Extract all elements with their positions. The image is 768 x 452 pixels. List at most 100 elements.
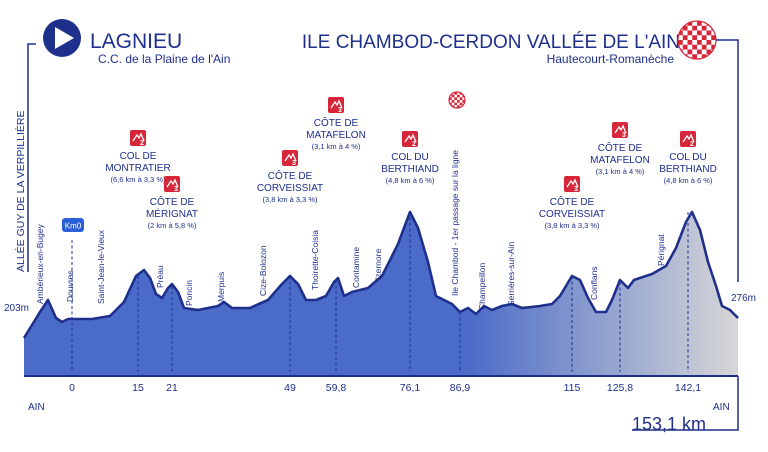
climb-name-line2: MONTRATIER [105,163,170,174]
start-header: LAGNIEU C.C. de la Plaine de l'Ain [43,19,230,66]
climb-category-icon [402,131,418,147]
climb-category: 2 [140,140,144,147]
flag-cell [692,25,697,31]
climb-name-line1: CÔTE DE [550,195,595,208]
flag-cell [697,21,702,26]
start-side-label: ALLÉE GUY DE LA VERPILLIÈRE [14,111,27,272]
flag-cell [701,44,707,50]
flag-cell [692,54,697,59]
climb-category: 3 [622,132,626,139]
flag-cell [701,25,707,31]
climb-category-icon [130,130,146,146]
climb-category-icon [164,176,180,192]
place-label: Cize-Bolozon [258,245,268,296]
place-label: Ambérieux-en-Bugey [35,223,45,304]
place-label: Izernore [373,249,383,280]
mountain-icon [166,178,179,188]
climb-name-line2: BERTHIAND [659,164,717,175]
flag-cell [711,35,716,40]
flag-cell [678,40,683,45]
km-mark-label: 49 [284,382,296,394]
flag-cell [451,94,455,98]
climb-category: 3 [338,107,342,114]
flag-cell [449,97,452,100]
mountain-icon [284,152,297,162]
total-distance: 153,1 km [632,414,706,434]
climb-detail: (4,8 km à 6 %) [386,176,435,185]
passage-checkered-icon [448,91,466,109]
place-label: Saint-Jean-le-Vieux [96,229,106,304]
climb-category-icon [282,150,298,166]
flag-cell [459,97,463,100]
finish-checkered-icon [677,20,717,60]
climb-name-line2: MATAFELON [590,155,650,166]
dept-right: AIN [713,402,730,413]
km-mark-label: 15 [132,382,144,394]
climb-category-icon [564,176,580,192]
flag-cell [462,100,465,103]
flag-cell [451,100,455,103]
place-label: Conflans [589,266,599,300]
flag-cell [457,105,460,108]
km0-badge-box [62,218,84,232]
climb-category: 3 [292,160,296,167]
mountain-icon [614,124,627,134]
distance-bracket [632,376,739,431]
climb-name-line2: MATAFELON [306,130,366,141]
flag-cell [687,40,693,45]
climb-name-line2: MÉRIGNAT [146,207,198,220]
km-mark-label: 21 [166,382,178,394]
climb-name-line1: CÔTE DE [268,169,313,182]
climb-category: 3 [574,186,578,193]
climb-name-line1: COL DU [391,152,428,163]
flag-cell [682,25,688,31]
climb-name-line1: CÔTE DE [150,195,195,208]
km-mark-label: 76,1 [400,382,421,394]
km-mark-label: 125,8 [607,382,633,394]
climb-category: 2 [412,141,416,148]
flag-cell [711,54,716,59]
flag-cell [687,49,693,55]
finish-header: ILE CHAMBOD-CERDON VALLÉE DE L'AIN Haute… [302,20,717,66]
climb-name-line2: CORVEISSIAT [539,209,605,220]
flag-cell [701,35,707,40]
climb-name-line1: CÔTE DE [314,116,359,129]
place-label: Préau [155,265,165,288]
start-sub: C.C. de la Plaine de l'Ain [98,52,230,66]
place-label: Contamine [351,247,361,288]
flag-cell [697,30,702,36]
flag-cell [454,92,457,95]
climb-category-icon [328,97,344,113]
km0-badge: Km0 [62,218,84,232]
km-markers: 0 15 21 49 59,8 76,1 86,9 115 125,8 142,1 [69,212,701,394]
flag-cell [682,44,688,50]
mountain-icon [566,178,579,188]
climb-detail: (3,1 km à 4 %) [312,142,361,151]
flag-cell [454,97,457,100]
place-label: Merpuis [216,272,226,302]
elevation-profile-line [22,210,739,339]
place-label: Champeillon [477,262,487,310]
flag-ring [448,91,466,109]
flag-cell [687,21,693,26]
climb-category: 2 [690,141,694,148]
mountain-icon [132,132,145,142]
finish-sub: Hautecourt-Romanèche [547,52,675,66]
mountain-icon [330,99,343,109]
dept-left: AIN [28,402,45,413]
flag-cell [692,35,697,40]
climb-name-line1: COL DU [669,152,706,163]
climb-name-line2: BERTHIAND [381,164,439,175]
finish-bracket [716,39,739,282]
climb-name-line1: CÔTE DE [598,141,643,154]
flag-cell [454,102,457,106]
climb-name-line2: CORVEISSIAT [257,183,323,194]
mountain-icon [682,133,695,143]
finish-altitude: 276m [731,293,756,304]
